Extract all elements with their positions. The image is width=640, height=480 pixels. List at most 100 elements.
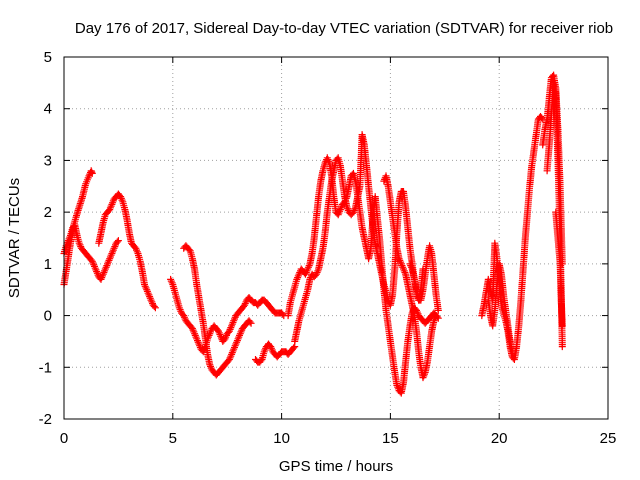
data-point (406, 260, 414, 268)
data-point (64, 237, 72, 245)
data-point (230, 345, 238, 353)
data-point (228, 322, 236, 330)
chart-title: Day 176 of 2017, Sidereal Day-to-day VTE… (75, 20, 613, 37)
data-point (261, 346, 269, 354)
data-point (144, 289, 152, 297)
data-point (235, 333, 243, 341)
data-point (290, 344, 298, 352)
data-point (117, 194, 125, 202)
data-point (93, 268, 101, 276)
data-point (217, 332, 225, 340)
data-point (104, 258, 112, 266)
data-point (394, 383, 402, 391)
data-point (143, 286, 151, 294)
data-point (227, 324, 235, 332)
data-point (400, 267, 408, 275)
data-point (75, 239, 83, 247)
data-point (395, 255, 403, 263)
data-point (398, 262, 406, 270)
data-point (180, 312, 188, 320)
data-point (432, 312, 440, 320)
data-point (396, 256, 404, 264)
data-point (75, 203, 83, 211)
data-point (335, 209, 343, 217)
data-point (325, 157, 333, 165)
data-point (215, 327, 222, 335)
data-point (349, 208, 357, 216)
data-point (558, 343, 566, 351)
data-point (64, 238, 72, 246)
data-point (91, 264, 99, 272)
data-point (401, 269, 409, 276)
data-point (227, 352, 235, 360)
data-point (63, 240, 71, 248)
data-point (150, 303, 158, 310)
data-point (294, 272, 302, 280)
data-point (241, 300, 249, 307)
data-point (221, 335, 229, 343)
data-point (113, 238, 121, 246)
data-point (111, 243, 119, 251)
y-tick-label: 5 (44, 49, 52, 66)
data-point (98, 274, 106, 282)
data-point (145, 291, 153, 299)
data-point (148, 298, 156, 306)
data-point (558, 322, 566, 330)
data-point (133, 246, 140, 254)
x-tick-label: 15 (382, 430, 399, 447)
data-point (168, 279, 176, 287)
data-point (421, 370, 428, 378)
data-point (257, 357, 265, 365)
data-point (237, 328, 245, 336)
data-point (118, 196, 126, 204)
data-point (247, 319, 255, 327)
data-point (146, 293, 154, 301)
data-point (267, 343, 275, 351)
data-point (206, 361, 214, 369)
data-point (222, 333, 230, 341)
y-tick-label: 3 (44, 152, 52, 169)
data-point (313, 269, 321, 276)
data-point (350, 206, 358, 214)
data-point (107, 202, 115, 210)
x-tick-label: 10 (273, 430, 290, 447)
data-point (108, 250, 116, 257)
data-point (231, 342, 239, 350)
data-point (105, 256, 113, 264)
data-point (226, 354, 234, 362)
data-point (99, 270, 107, 278)
plot-frame (63, 56, 609, 420)
data-point (89, 259, 97, 267)
data-point (302, 269, 310, 276)
data-point (98, 272, 106, 280)
data-point (407, 263, 415, 271)
y-tick-label: -2 (39, 411, 52, 428)
data-point (207, 328, 214, 336)
data-point (90, 261, 98, 269)
y-tick-label: 0 (44, 308, 52, 325)
data-point (337, 204, 345, 212)
data-point (302, 270, 309, 278)
data-point (191, 331, 199, 339)
data-point (228, 349, 236, 357)
data-point (167, 275, 175, 283)
x-axis-label: GPS time / hours (279, 458, 393, 475)
data-point (305, 262, 313, 270)
data-point (351, 205, 359, 213)
x-tick-label: 20 (491, 430, 508, 447)
data-point (434, 306, 442, 314)
data-point (228, 320, 236, 328)
data-point (189, 326, 197, 334)
x-tick-label: 25 (600, 430, 617, 447)
data-point (175, 304, 183, 312)
data-point (324, 156, 332, 164)
data-point (233, 338, 241, 346)
data-point (180, 313, 188, 321)
y-tick-label: 1 (44, 256, 52, 273)
y-tick-label: 2 (44, 204, 52, 221)
data-point (241, 301, 249, 309)
data-point (225, 356, 233, 363)
data-point (538, 114, 546, 122)
data-point (399, 263, 407, 271)
